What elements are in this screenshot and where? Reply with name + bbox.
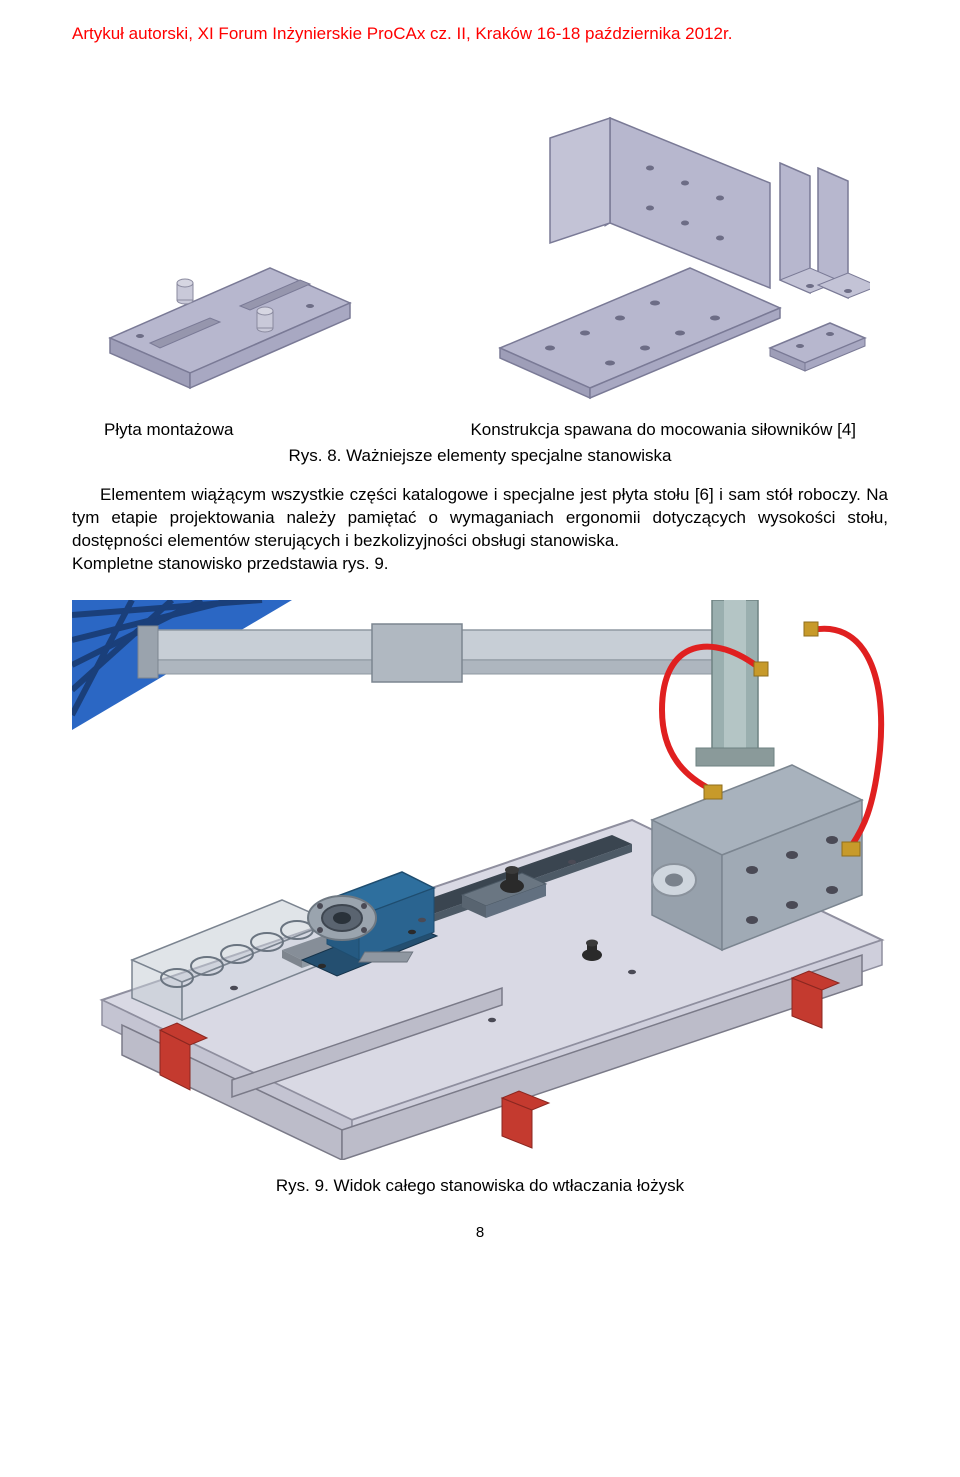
figure-9-block: Rys. 9. Widok całego stanowiska do wtłac… <box>72 600 888 1196</box>
figure-8-block: Płyta montażowa Konstrukcja spawana do m… <box>72 68 888 466</box>
figure-8-captions-row: Płyta montażowa Konstrukcja spawana do m… <box>104 420 856 440</box>
page-number: 8 <box>72 1224 888 1241</box>
figure-8-right-weldment <box>410 68 870 408</box>
figure-8-images <box>72 68 888 408</box>
figure-8-left-plate <box>90 188 370 408</box>
figure-8-left-caption: Płyta montażowa <box>104 420 233 440</box>
body-line-1: Elementem wiążącym wszystkie części kata… <box>72 484 888 553</box>
body-line-2: Kompletne stanowisko przedstawia rys. 9. <box>72 554 389 573</box>
body-paragraph: Elementem wiążącym wszystkie części kata… <box>72 484 888 576</box>
figure-8-right-caption: Konstrukcja spawana do mocowania siłowni… <box>470 420 856 440</box>
figure-9-title: Rys. 9. Widok całego stanowiska do wtłac… <box>72 1176 888 1196</box>
figure-9-render <box>72 600 892 1160</box>
article-header: Artykuł autorski, XI Forum Inżynierskie … <box>72 24 888 44</box>
figure-8-title: Rys. 8. Ważniejsze elementy specjalne st… <box>72 446 888 466</box>
